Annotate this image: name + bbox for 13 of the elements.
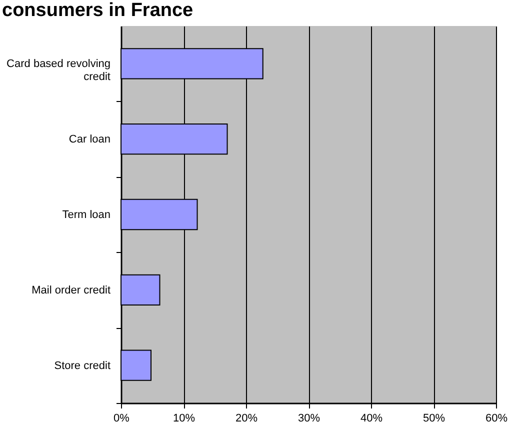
y-tick-label: Store credit <box>54 360 110 372</box>
chart-title: consumers in France <box>2 0 194 21</box>
y-tick-label: Car loan <box>68 134 110 146</box>
x-tick-label: 30% <box>298 412 320 423</box>
y-tick-label: Term loan <box>62 209 110 221</box>
x-tick-label: 0% <box>114 412 130 423</box>
x-tick-label: 10% <box>172 412 196 423</box>
x-tick-label: 50% <box>422 412 446 423</box>
x-tick-label: 40% <box>360 412 383 423</box>
x-tick-label: 20% <box>235 412 258 423</box>
y-tick-label: Card based revolving credit <box>6 58 110 84</box>
y-tick-label: Mail order credit <box>32 284 110 296</box>
x-tick-label: 60% <box>485 412 508 423</box>
